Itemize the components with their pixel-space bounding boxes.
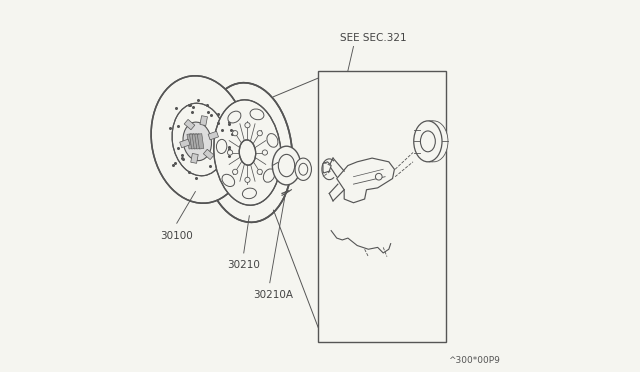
Circle shape xyxy=(245,177,250,182)
Ellipse shape xyxy=(216,140,227,154)
Ellipse shape xyxy=(228,111,241,123)
Circle shape xyxy=(245,123,250,128)
Circle shape xyxy=(262,150,268,155)
Circle shape xyxy=(232,169,237,174)
Text: 30210A: 30210A xyxy=(253,290,294,300)
Circle shape xyxy=(257,131,262,136)
Text: 30100: 30100 xyxy=(161,231,193,241)
Bar xyxy=(192,134,198,149)
Ellipse shape xyxy=(299,163,308,175)
Ellipse shape xyxy=(417,121,445,162)
Bar xyxy=(191,154,198,163)
Bar xyxy=(197,134,204,149)
Bar xyxy=(200,116,207,125)
Ellipse shape xyxy=(172,103,226,176)
Ellipse shape xyxy=(203,83,292,222)
Circle shape xyxy=(232,131,237,136)
Circle shape xyxy=(257,169,262,174)
Polygon shape xyxy=(337,158,394,203)
Ellipse shape xyxy=(267,134,278,147)
Bar xyxy=(189,134,196,149)
Bar xyxy=(184,119,195,130)
Ellipse shape xyxy=(420,121,448,162)
Ellipse shape xyxy=(222,174,235,186)
Polygon shape xyxy=(323,162,331,173)
Ellipse shape xyxy=(278,154,294,177)
Ellipse shape xyxy=(243,188,257,199)
Ellipse shape xyxy=(273,146,301,185)
Bar xyxy=(318,71,447,342)
Bar xyxy=(180,139,190,148)
Ellipse shape xyxy=(214,100,281,205)
Bar xyxy=(204,149,214,160)
Ellipse shape xyxy=(413,121,442,162)
Ellipse shape xyxy=(295,158,312,180)
Bar xyxy=(195,134,201,149)
Bar xyxy=(187,134,193,149)
Text: ^300*00P9: ^300*00P9 xyxy=(449,356,500,365)
Ellipse shape xyxy=(239,140,256,165)
Bar xyxy=(208,131,218,140)
Ellipse shape xyxy=(151,76,247,203)
Text: SEE SEC.321: SEE SEC.321 xyxy=(340,33,407,43)
Text: 30210: 30210 xyxy=(227,260,260,270)
Ellipse shape xyxy=(183,122,211,161)
Circle shape xyxy=(376,173,382,180)
Ellipse shape xyxy=(263,169,275,182)
Ellipse shape xyxy=(250,109,264,120)
Ellipse shape xyxy=(420,131,435,152)
Circle shape xyxy=(227,150,233,155)
